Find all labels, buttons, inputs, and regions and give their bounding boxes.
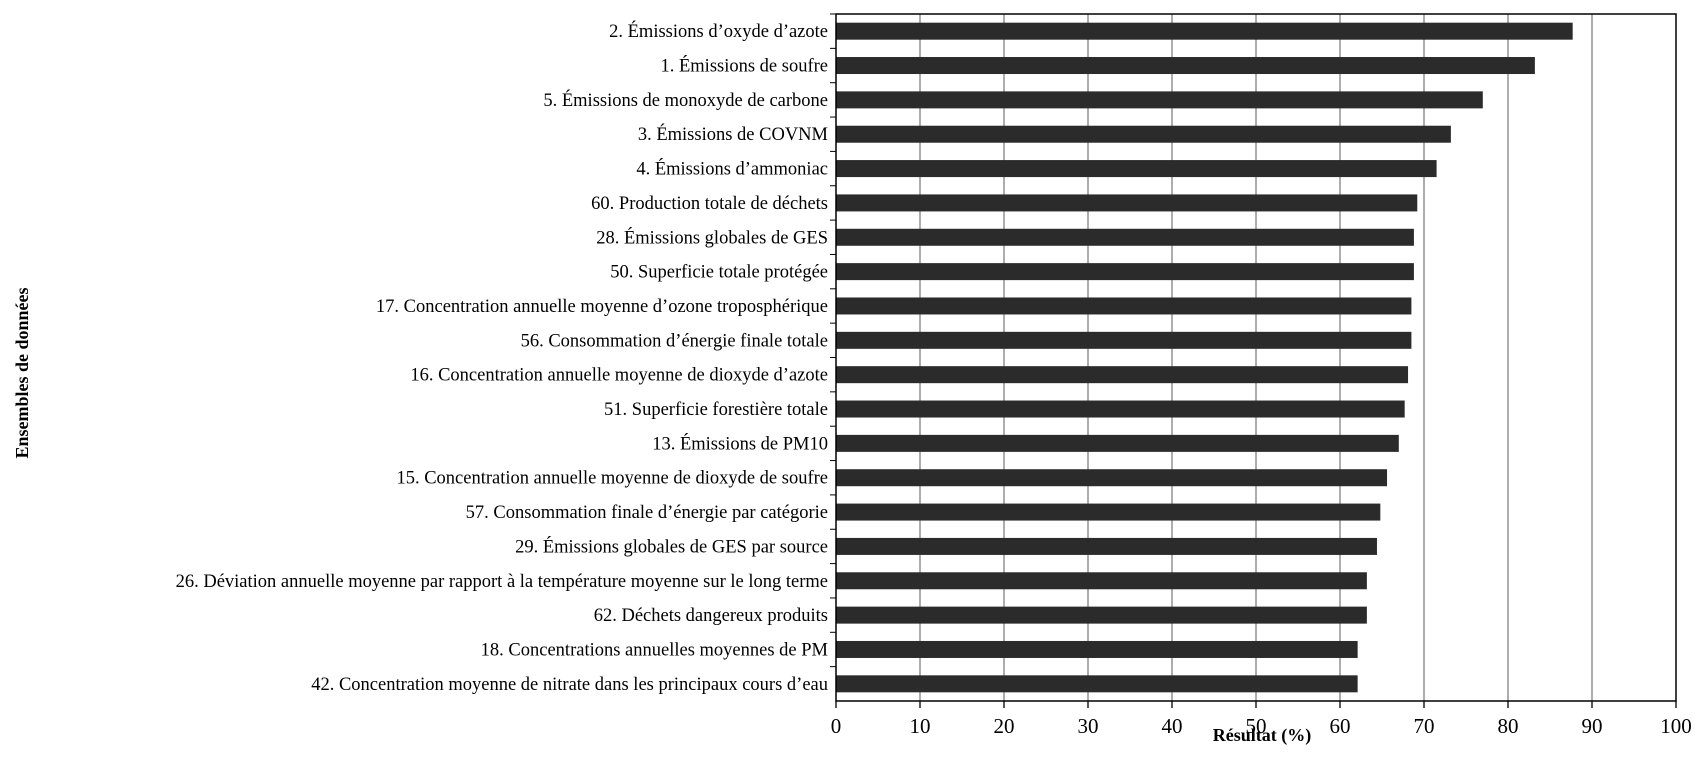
- x-tick-label: 90: [1582, 714, 1603, 738]
- axes: [830, 13, 1677, 708]
- bar: [836, 572, 1367, 590]
- bar: [836, 331, 1412, 349]
- x-tick-label: 10: [910, 714, 931, 738]
- category-labels: 2. Émissions d’oxyde d’azote 1. Émissions…: [176, 20, 828, 695]
- category-label: 50. Superficie totale protégée: [610, 263, 828, 283]
- bars: [836, 22, 1573, 693]
- category-label: 60. Production totale de déchets: [591, 194, 828, 214]
- category-label: 29. Émissions globales de GES par source: [515, 535, 828, 557]
- bar: [836, 675, 1358, 693]
- x-tick-label: 40: [1162, 714, 1183, 738]
- bar: [836, 366, 1409, 384]
- x-tick-label: 80: [1498, 714, 1519, 738]
- x-tick-label: 100: [1660, 714, 1692, 738]
- category-label: 18. Concentrations annuelles moyennes de…: [481, 640, 828, 660]
- x-tick-label: 0: [831, 714, 842, 738]
- bar: [836, 606, 1367, 624]
- category-label: 2. Émissions d’oxyde d’azote: [609, 20, 828, 42]
- bar: [836, 228, 1414, 246]
- bar: [836, 160, 1437, 178]
- bar: [836, 57, 1535, 75]
- bar: [836, 297, 1412, 315]
- category-label: 4. Émissions d’ammoniac: [636, 158, 828, 180]
- category-label: 28. Émissions globales de GES: [596, 226, 828, 248]
- bar: [836, 125, 1451, 143]
- category-label: 1. Émissions de soufre: [660, 55, 828, 77]
- x-tick-label: 60: [1330, 714, 1351, 738]
- bar: [836, 503, 1381, 521]
- category-label: 26. Déviation annuelle moyenne par rappo…: [176, 572, 828, 592]
- category-label: 56. Consommation d’énergie finale totale: [521, 331, 828, 351]
- bar: [836, 537, 1377, 555]
- bar: [836, 91, 1483, 109]
- category-label: 51. Superficie forestière totale: [604, 400, 828, 420]
- bar: [836, 640, 1358, 658]
- category-label: 16. Concentration annuelle moyenne de di…: [410, 366, 828, 386]
- bar: [836, 469, 1388, 487]
- category-label: 17. Concentration annuelle moyenne d’ozo…: [376, 297, 828, 317]
- y-axis-title: Ensembles de données: [12, 287, 32, 458]
- category-label: 57. Consommation finale d’énergie par ca…: [466, 503, 828, 523]
- category-label: 5. Émissions de monoxyde de carbone: [543, 89, 828, 111]
- x-axis-title: Résultat (%): [1213, 725, 1311, 746]
- category-label: 42. Concentration moyenne de nitrate dan…: [311, 675, 828, 695]
- category-label: 3. Émissions de COVNM: [638, 123, 828, 145]
- x-tick-label: 70: [1414, 714, 1435, 738]
- bar: [836, 400, 1405, 418]
- category-label: 15. Concentration annuelle moyenne de di…: [396, 469, 828, 489]
- bar: [836, 263, 1414, 281]
- bar: [836, 22, 1573, 40]
- x-tick-labels: 0 10 20 30 40 50 60 70 80 90 100: [831, 714, 1692, 738]
- category-label: 13. Émissions de PM10: [652, 432, 828, 454]
- grid-lines: [919, 14, 1593, 701]
- x-tick-label: 20: [994, 714, 1015, 738]
- bar: [836, 434, 1399, 452]
- x-tick-label: 30: [1078, 714, 1099, 738]
- category-label: 62. Déchets dangereux produits: [594, 606, 828, 626]
- x-tick-label: 50: [1246, 714, 1267, 738]
- bar: [836, 194, 1418, 212]
